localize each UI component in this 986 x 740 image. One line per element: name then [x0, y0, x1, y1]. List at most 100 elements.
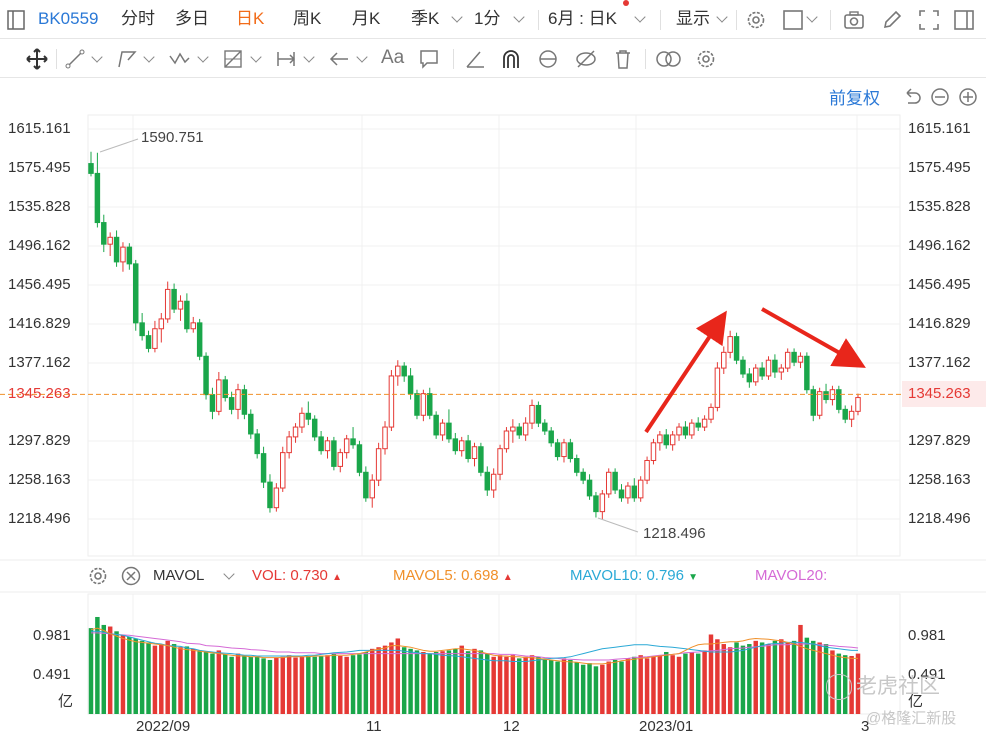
minute-chevron-icon[interactable] [513, 11, 525, 23]
candle-body [580, 471, 586, 481]
polyline-tool-icon[interactable] [116, 48, 138, 70]
volume-bar [427, 653, 432, 714]
volume-bar [357, 654, 362, 714]
compare-icon[interactable] [655, 48, 683, 70]
fib-tool-icon[interactable] [222, 48, 244, 70]
fullscreen-icon[interactable] [918, 9, 940, 31]
mavol5-value: 0.698 [461, 567, 499, 584]
candle-body [593, 495, 599, 513]
comment-icon[interactable] [418, 48, 440, 70]
settings-gear-icon[interactable] [745, 9, 767, 31]
candle-body [318, 436, 324, 452]
volume-bar [465, 651, 471, 714]
price-tick-right: 1496.162 [908, 236, 971, 254]
arrow-chevron-icon[interactable] [356, 51, 368, 63]
range-measure-icon[interactable] [275, 48, 297, 70]
undo-icon[interactable] [902, 86, 924, 108]
vol-tick-left-0: 0.981 [33, 627, 71, 644]
period-multiday[interactable]: 多日 [175, 9, 209, 28]
mavol5-legend: MAVOL5: 0.698 ▲ [393, 563, 513, 589]
candle-body [746, 373, 753, 383]
trend-arrow-up [644, 310, 727, 434]
display-menu[interactable]: 显示 [676, 9, 710, 28]
period-quarterly[interactable]: 季K [411, 9, 440, 28]
candle-body [324, 440, 331, 452]
wave-tool-icon[interactable] [168, 48, 190, 70]
price-tick-left: 1416.829 [8, 314, 71, 332]
period-daily[interactable]: 日K [236, 9, 265, 28]
candle-body [727, 336, 733, 353]
candle-body [94, 172, 101, 224]
period-intraday[interactable]: 分时 [121, 9, 155, 28]
mavol5-line [90, 627, 858, 665]
price-tick-left: 1377.162 [8, 354, 71, 371]
candle-body [855, 397, 861, 412]
candle-body [778, 367, 785, 373]
volume-close-icon[interactable] [120, 565, 142, 587]
mavol20-label: MAVOL20: [755, 567, 828, 584]
pencil-icon[interactable] [881, 9, 903, 31]
trash-icon[interactable] [612, 48, 634, 70]
period-monthly[interactable]: 月K [352, 9, 381, 28]
volume-indicator-chevron-icon[interactable] [223, 568, 235, 580]
volume-indicator-name[interactable]: MAVOL [153, 567, 205, 584]
line-tool-chevron-icon[interactable] [91, 51, 103, 63]
volume-bar [689, 651, 695, 714]
volume-bar [497, 655, 503, 714]
volume-bar [107, 626, 113, 714]
wave-chevron-icon[interactable] [197, 51, 209, 63]
text-tool-label[interactable]: Aa [381, 47, 405, 68]
sidebar-toggle-icon[interactable] [6, 9, 28, 31]
candle-body [836, 389, 842, 410]
vol-tick-right-0: 0.981 [908, 627, 946, 644]
arrow-left-icon[interactable] [328, 48, 350, 70]
candle-body [714, 367, 721, 408]
range-select[interactable]: 6月 : 日K [548, 9, 617, 28]
ruler-angle-icon[interactable] [464, 48, 486, 70]
candle-body [848, 410, 855, 420]
period-weekly[interactable]: 周K [293, 9, 322, 28]
fib-chevron-icon[interactable] [250, 51, 262, 63]
adjust-mode-button[interactable]: 前复权 [829, 89, 880, 108]
quarterly-chevron-icon[interactable] [451, 11, 463, 23]
camera-icon[interactable] [843, 9, 865, 31]
volume-bar [759, 642, 765, 714]
candle-body [804, 355, 810, 391]
zoom-in-icon[interactable] [957, 86, 979, 108]
period-minute[interactable]: 1分 [474, 9, 501, 28]
display-chevron-icon[interactable] [716, 11, 728, 23]
candle-body [401, 365, 407, 377]
volume-bar [702, 650, 707, 714]
hide-drawings-icon[interactable] [575, 48, 597, 70]
range-chevron-icon[interactable] [634, 11, 646, 23]
volume-bars-layer [88, 616, 861, 714]
candle-body [203, 355, 209, 396]
sync-icon[interactable] [537, 48, 559, 70]
divider [645, 49, 646, 69]
layout-square-icon[interactable] [782, 9, 804, 31]
date-label-sep: 2022/09 [136, 718, 191, 735]
panel-toggle-icon[interactable] [953, 9, 975, 31]
move-cross-icon[interactable] [26, 48, 48, 70]
indicator-settings-gear-icon[interactable] [695, 48, 717, 70]
candle-body [657, 434, 663, 444]
range-chevron-icon[interactable] [303, 51, 315, 63]
mavol20-line [91, 632, 859, 661]
volume-bar [459, 645, 464, 714]
volume-settings-gear-icon[interactable] [87, 565, 109, 587]
volume-bar [695, 653, 701, 714]
layout-chevron-icon[interactable] [806, 11, 818, 23]
volume-bar [606, 661, 611, 714]
candle-body [484, 471, 491, 491]
candle-body [446, 422, 452, 440]
symbol-code[interactable]: BK0559 [38, 9, 99, 28]
volume-bar [191, 648, 196, 714]
magnet-icon[interactable] [500, 48, 522, 70]
zoom-out-icon[interactable] [929, 86, 951, 108]
polyline-chevron-icon[interactable] [143, 51, 155, 63]
line-tool-icon[interactable] [64, 48, 86, 70]
volume-bar [421, 651, 426, 714]
candle-body [535, 404, 542, 424]
trend-arrow-down [761, 307, 866, 368]
